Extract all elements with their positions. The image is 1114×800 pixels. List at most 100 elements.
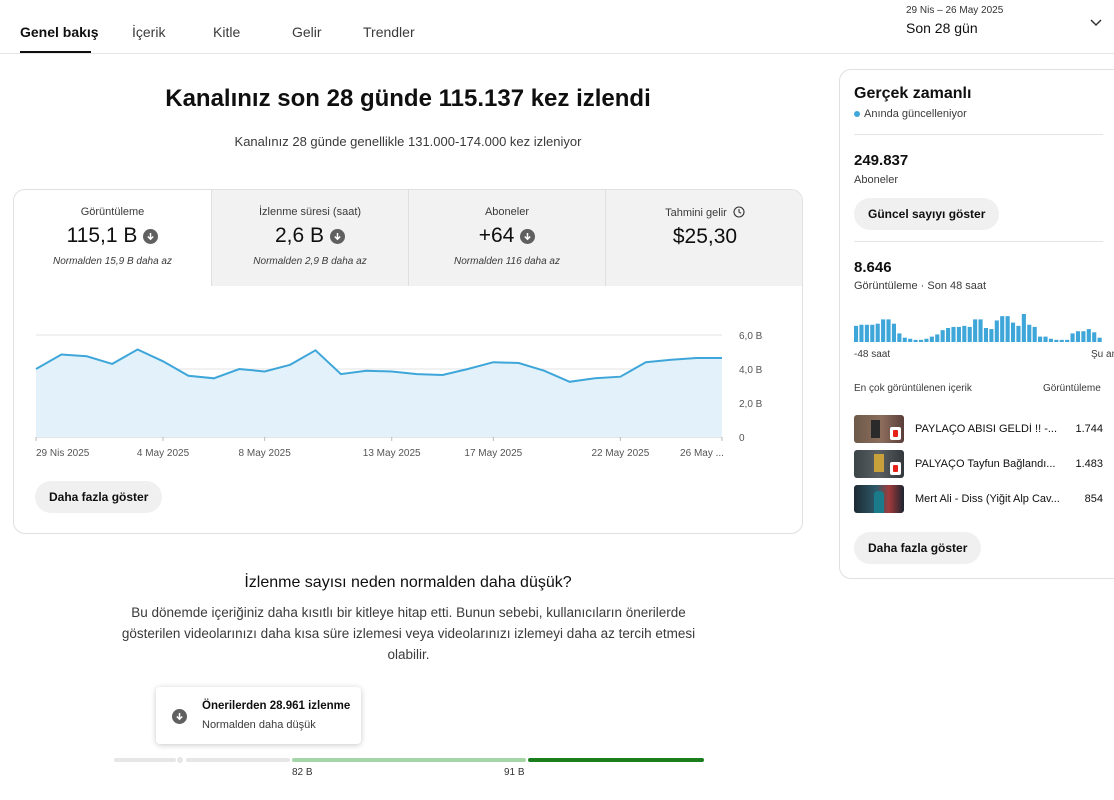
metric-value: $25,30 (672, 225, 738, 248)
show-more-button[interactable]: Daha fazla göster (35, 481, 163, 513)
data-point[interactable] (438, 370, 448, 380)
realtime-bar-chart[interactable] (854, 314, 1103, 342)
realtime-bar (870, 324, 875, 342)
range-bar-below (186, 758, 290, 762)
realtime-bar (1048, 338, 1053, 342)
data-point[interactable] (692, 353, 702, 363)
realtime-bar (1021, 314, 1026, 342)
tab-trends[interactable]: Trendler (363, 24, 415, 40)
views-area-chart[interactable]: 0 2,0 B 4,0 B 6,0 B 29 Nis 2025 4 May 2025 8 M… (14, 310, 803, 460)
metric-tabs: Görüntüleme 115,1 B Normalden 15,9 B dah… (14, 190, 802, 286)
data-point[interactable] (666, 355, 676, 365)
data-point[interactable] (336, 369, 346, 379)
series-line (35, 348, 722, 383)
metric-value: +64 (478, 224, 515, 247)
range-bar-normal (292, 758, 526, 762)
video-thumbnail (854, 485, 904, 513)
y-tick-label: 4,0 B (739, 365, 763, 376)
data-point[interactable] (539, 366, 549, 376)
date-range-label: Son 28 gün (906, 20, 978, 36)
realtime-bar (946, 328, 951, 342)
axis-end-label: Şu an (1091, 349, 1114, 360)
analytics-tab-bar: Genel bakış İçerik Kitle Gelir Trendler … (0, 0, 1114, 54)
data-point[interactable] (463, 364, 473, 374)
live-dot-icon (854, 111, 860, 117)
realtime-bar (875, 323, 880, 342)
realtime-bar (1065, 339, 1070, 342)
realtime-bar (967, 326, 972, 342)
video-title[interactable]: Mert Ali - Diss (Yiğit Alp Cav... (915, 493, 1060, 505)
data-point[interactable] (488, 357, 498, 367)
data-point[interactable] (387, 367, 397, 377)
data-point[interactable] (234, 364, 244, 374)
data-point[interactable] (183, 371, 193, 381)
metric-value: 115,1 B (66, 224, 138, 247)
tab-revenue[interactable]: Gelir (292, 24, 322, 40)
top-content-row[interactable]: PALYAÇO Tayfun Bağlandı... 1.483 (854, 450, 1103, 478)
tab-overview[interactable]: Genel bakış (20, 24, 99, 40)
x-tick-label: 17 May 2025 (464, 448, 522, 459)
data-point[interactable] (514, 358, 524, 368)
video-title[interactable]: PALYAÇO Tayfun Bağlandı... (915, 458, 1056, 470)
range-marker (176, 756, 184, 764)
data-point[interactable] (361, 366, 371, 376)
axis-start-label: -48 saat (854, 349, 891, 360)
video-views: 1.483 (1075, 458, 1103, 470)
show-more-button[interactable]: Daha fazla göster (854, 532, 982, 564)
top-content-column: Görüntüleme (1043, 383, 1101, 394)
realtime-bar (1070, 333, 1075, 342)
realtime-bar (1059, 339, 1064, 342)
realtime-bar (1097, 337, 1102, 342)
x-tick-label: 4 May 2025 (137, 448, 190, 459)
realtime-bar (924, 338, 929, 342)
data-point[interactable] (615, 372, 625, 382)
data-point[interactable] (31, 364, 41, 374)
tab-content[interactable]: İçerik (132, 24, 166, 40)
data-point[interactable] (590, 373, 600, 383)
date-range-dates: 29 Nis – 26 May 2025 (906, 5, 1004, 16)
metric-views[interactable]: Görüntüleme 115,1 B Normalden 15,9 B dah… (14, 190, 211, 286)
metric-subscribers[interactable]: Aboneler +64 Normalden 116 daha az (408, 190, 605, 286)
realtime-bar (989, 329, 994, 342)
data-point[interactable] (107, 359, 117, 369)
data-point[interactable] (285, 360, 295, 370)
metric-watch-time[interactable]: İzlenme süresi (saat) 2,6 B Normalden 2,… (211, 190, 408, 286)
range-bar-low (114, 758, 176, 762)
realtime-views-count: 8.646 (854, 259, 892, 276)
realtime-bar (854, 325, 859, 342)
show-current-count-button[interactable]: Güncel sayıyı göster (854, 198, 1000, 230)
shorts-icon (893, 465, 898, 472)
chevron-down-icon[interactable] (1089, 16, 1103, 30)
x-tick-label: 13 May 2025 (363, 448, 421, 459)
data-point[interactable] (310, 345, 320, 355)
date-range-selector[interactable]: 29 Nis – 26 May 2025 Son 28 gün (906, 5, 1003, 36)
video-title[interactable]: PAYLAÇO ABISI GELDİ !! -... (915, 423, 1058, 435)
realtime-bar (1043, 336, 1048, 342)
y-tick-label: 0 (739, 433, 745, 444)
data-point[interactable] (158, 356, 168, 366)
tab-audience[interactable]: Kitle (213, 24, 241, 40)
range-bar-high (528, 758, 704, 762)
data-point[interactable] (641, 357, 651, 367)
data-point[interactable] (209, 373, 219, 383)
data-point[interactable] (133, 344, 143, 354)
data-point[interactable] (717, 353, 727, 363)
realtime-bar (1010, 322, 1016, 342)
why-lower-title: İzlenme sayısı neden normalden daha düşü… (244, 574, 572, 591)
metric-label: Tahmini gelir (665, 207, 727, 219)
data-point[interactable] (565, 377, 575, 387)
x-tick-label: 8 May 2025 (239, 448, 292, 459)
realtime-bar (881, 319, 886, 342)
metric-revenue[interactable]: Tahmini gelir $25,30 (605, 190, 802, 286)
shorts-icon (893, 430, 898, 437)
data-point[interactable] (412, 369, 422, 379)
realtime-bar (891, 323, 896, 342)
top-content-row[interactable]: PAYLAÇO ABISI GELDİ !! -... 1.744 (854, 415, 1103, 443)
data-point[interactable] (56, 350, 66, 360)
data-point[interactable] (82, 351, 92, 361)
data-point[interactable] (260, 367, 270, 377)
top-content-row[interactable]: Mert Ali - Diss (Yiğit Alp Cav... 854 (854, 485, 1103, 513)
realtime-bar (962, 325, 967, 342)
realtime-bar (983, 328, 989, 342)
realtime-bar (897, 333, 902, 342)
